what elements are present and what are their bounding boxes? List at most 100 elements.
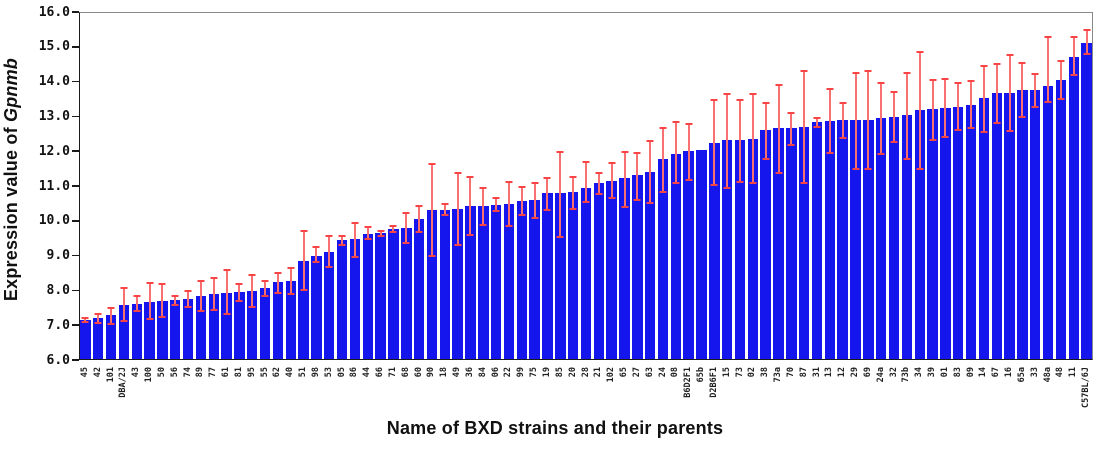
error-bar-cap-top xyxy=(197,280,205,283)
y-tick-mark xyxy=(72,185,79,187)
x-tick-label: 05 xyxy=(336,367,347,378)
error-bar-cap-bottom xyxy=(569,208,577,211)
y-tick-label: 15.0 xyxy=(38,39,70,55)
x-tick-label: 98 xyxy=(310,367,321,378)
error-bar xyxy=(261,279,269,297)
error-bar-line xyxy=(905,71,908,160)
bar xyxy=(632,175,643,359)
x-tick-label: 29 xyxy=(850,367,861,378)
error-bar xyxy=(531,181,539,220)
error-bar-line xyxy=(328,234,331,269)
error-bar-cap-top xyxy=(929,78,937,81)
x-tick-label: 70 xyxy=(785,367,796,378)
bar xyxy=(683,150,694,359)
error-bar-line xyxy=(751,92,754,185)
error-bar-cap-top xyxy=(415,204,423,207)
error-bar-line xyxy=(443,202,446,216)
error-bar-cap-top xyxy=(723,92,731,95)
error-bar-cap-bottom xyxy=(351,256,359,259)
error-bar-cap-bottom xyxy=(1018,116,1026,119)
x-tick-label: 95 xyxy=(246,367,257,378)
y-tick-mark xyxy=(72,115,79,118)
error-bar-line xyxy=(238,283,241,302)
error-bar-cap-top xyxy=(556,150,564,153)
bar xyxy=(567,192,579,359)
bar xyxy=(157,300,168,359)
bar xyxy=(221,292,232,359)
error-bar-line xyxy=(854,71,857,170)
y-tick-mark xyxy=(72,220,79,222)
error-bar-cap-top xyxy=(569,175,577,178)
error-bar-line xyxy=(533,181,536,220)
x-tick-label: 21 xyxy=(593,367,604,378)
error-bar-line xyxy=(264,279,267,297)
error-bar-cap-top xyxy=(543,177,551,180)
error-bar-cap-top xyxy=(672,120,680,123)
bar xyxy=(131,304,142,359)
error-bar-cap-bottom xyxy=(633,198,641,201)
x-tick-label: 06 xyxy=(490,367,501,378)
gene-symbol: Gpnmb xyxy=(1,58,21,122)
y-tick-label: 12.0 xyxy=(38,143,70,159)
x-tick-label: 22 xyxy=(503,367,514,378)
error-bar xyxy=(736,98,744,183)
bar xyxy=(413,219,425,359)
y-tick-label: 8.0 xyxy=(46,282,70,298)
error-bar-cap-top xyxy=(223,269,231,272)
error-bar-cap-bottom xyxy=(389,230,397,233)
error-bar-line xyxy=(212,276,215,311)
bar xyxy=(349,239,361,359)
x-tick-label: D2B6F1 xyxy=(708,367,719,398)
bar xyxy=(619,178,630,359)
y-axis-title-text: Expression value of xyxy=(1,122,21,302)
error-bar xyxy=(672,120,680,185)
error-bar-cap-top xyxy=(81,316,89,319)
x-tick-label: 31 xyxy=(811,367,822,378)
error-bar-cap-top xyxy=(389,225,397,228)
error-bar-cap-bottom xyxy=(1031,106,1039,109)
x-tick-label: 63 xyxy=(644,367,655,378)
bar xyxy=(760,130,771,359)
error-bar xyxy=(826,87,834,154)
bar xyxy=(311,255,322,359)
error-bar-line xyxy=(418,204,421,234)
error-bar-line xyxy=(507,180,510,228)
error-bar-cap-top xyxy=(954,82,962,85)
error-bar-cap-bottom xyxy=(621,206,628,209)
bar xyxy=(798,127,810,359)
bar xyxy=(80,319,91,359)
error-bar-cap-bottom xyxy=(454,243,462,246)
error-bar xyxy=(402,212,410,244)
error-bar-cap-top xyxy=(633,151,641,154)
error-bar-cap-bottom xyxy=(531,217,539,220)
x-tick-label: 09 xyxy=(965,367,976,378)
error-bar-cap-bottom xyxy=(133,309,141,312)
error-bar-cap-top xyxy=(466,176,474,179)
error-bar xyxy=(980,64,988,133)
error-bar-line xyxy=(880,82,883,155)
x-tick-label: 33 xyxy=(1029,367,1040,378)
error-bar-cap-top xyxy=(94,313,102,316)
error-bar-cap-top xyxy=(531,181,539,184)
error-bar xyxy=(210,276,218,311)
error-bar xyxy=(993,63,1001,125)
bar xyxy=(465,206,476,359)
bar xyxy=(696,149,707,359)
error-bar xyxy=(1083,29,1091,55)
error-bar xyxy=(621,150,629,209)
x-tick-label: 39 xyxy=(927,367,938,378)
error-bar-line xyxy=(726,92,729,190)
error-bar-cap-bottom xyxy=(479,223,487,226)
x-tick-label: 48 xyxy=(1055,367,1066,378)
bar xyxy=(1030,89,1041,359)
error-bar-cap-top xyxy=(1044,36,1052,39)
error-bar-cap-bottom xyxy=(941,136,949,139)
error-bar-cap-bottom xyxy=(787,143,795,146)
bar xyxy=(375,232,386,359)
bar xyxy=(991,92,1002,359)
y-tick-mark xyxy=(72,46,79,48)
error-bar-line xyxy=(764,101,767,161)
x-tick-label: 71 xyxy=(387,367,398,378)
y-tick-label: 10.0 xyxy=(38,213,70,229)
x-tick-label: 48a xyxy=(1042,367,1053,383)
